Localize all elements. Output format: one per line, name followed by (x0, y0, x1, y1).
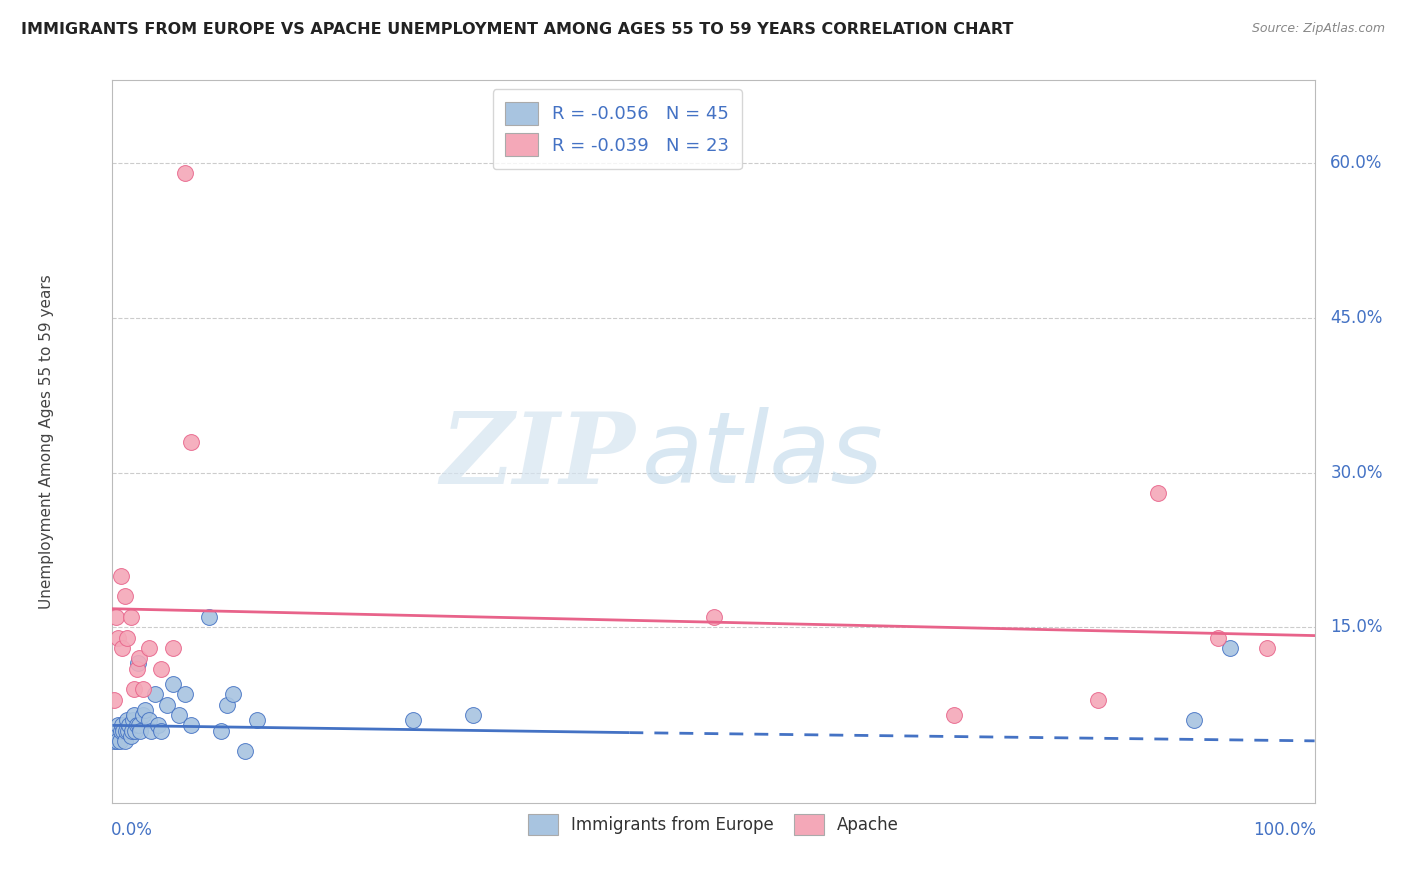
Point (129, 723, 152, 738)
Point (209, 723, 232, 738)
Text: atlas: atlas (641, 408, 883, 505)
Point (103, 734, 125, 748)
Text: 45.0%: 45.0% (1330, 309, 1382, 326)
Point (138, 713, 160, 727)
Point (1184, 713, 1206, 727)
Point (124, 723, 146, 738)
Point (1087, 692, 1109, 706)
Text: 100.0%: 100.0% (1253, 821, 1316, 838)
Point (222, 687, 245, 701)
Point (131, 682, 153, 697)
Point (197, 610, 219, 624)
Point (703, 610, 725, 624)
Point (149, 662, 172, 676)
Point (180, 434, 202, 449)
Point (233, 744, 256, 758)
Point (942, 708, 965, 723)
Text: ZIP: ZIP (440, 408, 636, 504)
Legend: Immigrants from Europe, Apache: Immigrants from Europe, Apache (517, 804, 910, 845)
Point (162, 677, 184, 691)
Point (120, 610, 142, 624)
Point (105, 734, 128, 748)
Point (122, 708, 145, 723)
Point (149, 723, 172, 738)
Point (115, 713, 138, 727)
Point (246, 713, 269, 727)
Point (215, 698, 238, 712)
Point (105, 723, 128, 738)
Point (461, 708, 484, 723)
Point (173, 687, 195, 701)
Point (117, 723, 139, 738)
Text: IMMIGRANTS FROM EUROPE VS APACHE UNEMPLOYMENT AMONG AGES 55 TO 59 YEARS CORRELAT: IMMIGRANTS FROM EUROPE VS APACHE UNEMPLO… (21, 22, 1014, 37)
Point (120, 729, 142, 743)
Point (103, 692, 125, 706)
Point (167, 708, 190, 723)
Point (105, 610, 128, 624)
Point (108, 734, 131, 748)
Text: Unemployment Among Ages 55 to 59 years: Unemployment Among Ages 55 to 59 years (39, 274, 53, 609)
Point (162, 640, 184, 655)
Point (138, 640, 160, 655)
Text: Source: ZipAtlas.com: Source: ZipAtlas.com (1251, 22, 1385, 36)
Point (155, 698, 177, 712)
Point (110, 568, 132, 582)
Point (173, 166, 195, 180)
Point (146, 718, 169, 732)
Point (121, 723, 143, 738)
Text: 0.0%: 0.0% (111, 821, 153, 838)
Point (128, 651, 150, 665)
Point (111, 718, 134, 732)
Point (112, 723, 135, 738)
Point (143, 687, 166, 701)
Point (128, 718, 150, 732)
Point (125, 662, 148, 676)
Point (122, 713, 145, 727)
Point (1147, 486, 1170, 500)
Point (127, 657, 149, 671)
Point (111, 640, 134, 655)
Point (114, 590, 136, 604)
Point (122, 682, 145, 697)
Point (131, 708, 153, 723)
Point (110, 723, 132, 738)
Point (1256, 640, 1278, 655)
Text: 15.0%: 15.0% (1330, 618, 1382, 636)
Point (125, 718, 148, 732)
Point (1208, 631, 1230, 645)
Point (402, 713, 425, 727)
Point (107, 631, 129, 645)
Point (139, 723, 162, 738)
Point (1219, 640, 1241, 655)
Text: 30.0%: 30.0% (1330, 464, 1382, 482)
Point (114, 734, 136, 748)
Point (115, 631, 138, 645)
Point (180, 718, 202, 732)
Point (107, 718, 129, 732)
Point (118, 718, 141, 732)
Point (114, 723, 136, 738)
Text: 60.0%: 60.0% (1330, 153, 1382, 172)
Point (134, 703, 156, 717)
Point (104, 729, 127, 743)
